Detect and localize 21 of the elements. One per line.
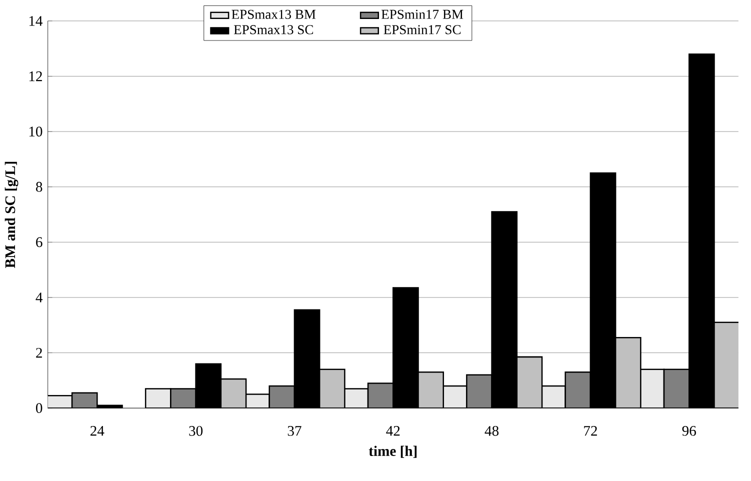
y-tick-label: 8 <box>36 182 42 192</box>
y-tick-label: 10 <box>29 126 42 136</box>
x-tick-label: 72 <box>584 426 597 436</box>
legend-label: EPSmax13 SC <box>234 24 313 34</box>
x-tick-label: 37 <box>288 426 302 436</box>
legend-label: EPSmin17 SC <box>384 24 461 34</box>
y-axis-title: BM and SC [g/L] <box>4 162 18 268</box>
legend-label: EPSmax13 BM <box>232 10 316 19</box>
y-tick-label: 14 <box>29 16 43 26</box>
x-axis-title: time [h] <box>368 446 417 458</box>
x-tick-label: 24 <box>90 426 104 436</box>
y-tick-label: 12 <box>29 71 42 81</box>
x-tick-label: 96 <box>682 426 696 436</box>
y-tick-label: 6 <box>36 237 42 247</box>
x-tick-label: 30 <box>189 426 203 436</box>
x-tick-label: 42 <box>386 426 400 436</box>
legend-label: EPSmin17 BM <box>381 10 464 19</box>
y-tick-label: 0 <box>36 402 42 413</box>
y-tick-label: 2 <box>36 348 42 358</box>
x-tick-label: 48 <box>484 426 499 436</box>
y-tick-label: 4 <box>36 292 43 302</box>
